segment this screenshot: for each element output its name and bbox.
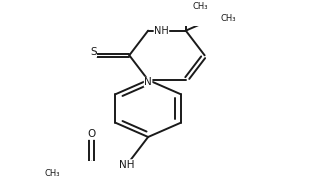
Text: CH₃: CH₃ — [44, 169, 60, 178]
Text: S: S — [90, 47, 97, 57]
Text: NH: NH — [154, 26, 169, 36]
Text: O: O — [87, 129, 96, 140]
Text: N: N — [144, 77, 152, 87]
Text: NH: NH — [119, 160, 134, 170]
Text: CH₃: CH₃ — [220, 14, 236, 23]
Text: CH₃: CH₃ — [193, 2, 208, 11]
